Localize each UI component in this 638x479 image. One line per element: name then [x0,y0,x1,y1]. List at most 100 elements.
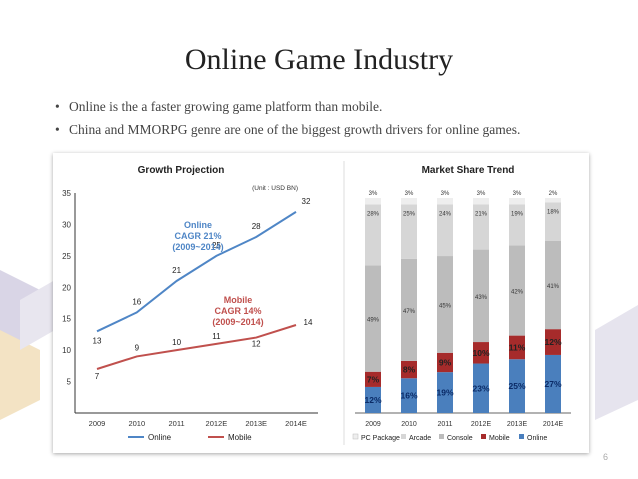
bar-segment-console [545,241,561,330]
x-tick-label: 2011 [169,419,185,428]
x-tick-label: 2010 [128,419,145,428]
bar-segment-console [473,249,489,343]
legend-swatch [401,434,406,439]
bar-segment-mobile [365,371,381,387]
bar-segment-console [509,245,525,336]
bar-data-label: 47% [403,309,416,315]
bar-segment-mobile [509,335,525,360]
legend-label: Mobile [489,435,510,442]
legend-label: PC Package [361,435,400,442]
bar-data-label: 11% [509,342,526,352]
bar-data-label: 41% [547,284,560,290]
data-label: 16 [132,297,141,306]
share-chart-title: Market Share Trend [422,165,515,176]
bar-segment-mobile [401,360,417,379]
y-tick-label: 20 [62,283,71,292]
cagr-annotation: Mobile [224,295,253,305]
x-tick-label: 2012E [206,419,228,428]
bar-segment-pc-package [473,198,489,205]
bar-data-label: 43% [475,295,488,301]
bar-data-label: 18% [547,209,560,215]
bar-segment-online [401,378,417,413]
bar-data-label: 3% [405,191,414,197]
bar-data-label: 3% [441,191,450,197]
bar-segment-console [401,258,417,361]
cagr-annotation: Online [184,220,212,230]
bar-data-label: 45% [439,303,452,309]
bar-segment-pc-package [509,198,525,205]
x-tick-label: 2014E [285,419,307,428]
y-tick-label: 10 [62,346,71,355]
series-line-online [96,211,297,333]
bar-data-label: 27% [544,379,561,389]
legend-swatch [519,434,524,439]
y-tick-label: 25 [62,252,71,261]
bar-segment-arcade [509,204,525,246]
bar-segment-online [365,386,381,413]
market-share-bar-chart: 12% 7% 49% 28% 3% 2009 16% 8% 47% 25% 3% 2010 19% 9% 4… [352,191,571,442]
legend-label: Arcade [409,435,431,442]
data-label: 25 [212,241,221,250]
data-label: 9 [135,343,140,352]
x-tick-label: 2010 [401,421,417,428]
bar-segment-pc-package [545,198,561,203]
bar-segment-mobile [545,329,561,355]
bar-segment-online [545,354,561,413]
cagr-annotation: CAGR 14% [214,306,261,316]
bar-data-label: 28% [367,212,380,218]
bar-data-label: 12% [364,395,381,405]
x-tick-label: 2013E [507,421,528,428]
y-tick-label: 30 [62,220,71,229]
page-number: 6 [602,452,608,462]
legend-label: Online [148,433,172,442]
growth-line-chart: 5 10 15 20 25 30 35 2009 2010 2011 2012E 2013E 2014E… [62,189,318,442]
legend-label: Online [527,435,547,442]
chart-figure: Growth Projection (Unit : USD BN) Market… [53,153,589,453]
bar-segment-arcade [365,204,381,266]
growth-chart-unit-note: (Unit : USD BN) [252,185,298,192]
legend-swatch [481,434,486,439]
data-label: 32 [302,197,311,206]
bar-segment-arcade [401,204,417,259]
bullet-list: • Online is the a faster growing game pla… [55,98,520,144]
bar-data-label: 21% [475,211,488,217]
bar-data-label: 10% [472,348,489,358]
bar-segment-online [509,359,525,413]
cagr-annotation: (2009~2014) [212,317,263,327]
bar-segment-pc-package [401,198,417,205]
y-tick-label: 5 [67,378,72,387]
bar-segment-online [437,372,453,413]
data-label: 10 [172,338,181,347]
bar-data-label: 3% [477,191,486,197]
x-tick-label: 2009 [365,421,381,428]
bullet-item: • China and MMORPG genre are one of the b… [55,122,521,137]
bar-segment-arcade [473,204,489,250]
legend-swatch [352,433,359,440]
slide-title: Online Game Industry [184,43,454,76]
cagr-annotation: (2009~2014) [172,242,223,252]
x-tick-label: 2011 [437,421,452,428]
cagr-annotation: CAGR 21% [174,231,221,241]
bullet-text: China and MMORPG genre are one of the bi… [69,122,521,137]
legend-label: Mobile [228,433,252,442]
bullet-text: Online is the a faster growing game plat… [69,99,383,114]
y-tick-label: 15 [62,315,71,324]
y-tick-label: 35 [62,189,71,198]
bar-data-label: 3% [513,191,522,197]
bar-data-label: 8% [403,365,416,375]
bar-data-label: 19% [511,211,524,217]
bar-data-label: 24% [439,211,452,217]
bar-data-label: 3% [369,191,378,197]
charts-svg: Growth Projection (Unit : USD BN) Market… [62,161,571,445]
bar-segment-console [365,265,381,372]
bar-data-label: 12% [544,337,561,347]
bar-segment-console [437,256,453,353]
bar-data-label: 49% [367,318,380,324]
bar-data-label: 16% [400,391,417,401]
bar-data-label: 9% [439,357,452,367]
bar-segment-pc-package [365,198,381,205]
bar-segment-pc-package [437,198,453,205]
x-tick-label: 2013E [245,419,267,428]
x-tick-label: 2014E [543,421,564,428]
